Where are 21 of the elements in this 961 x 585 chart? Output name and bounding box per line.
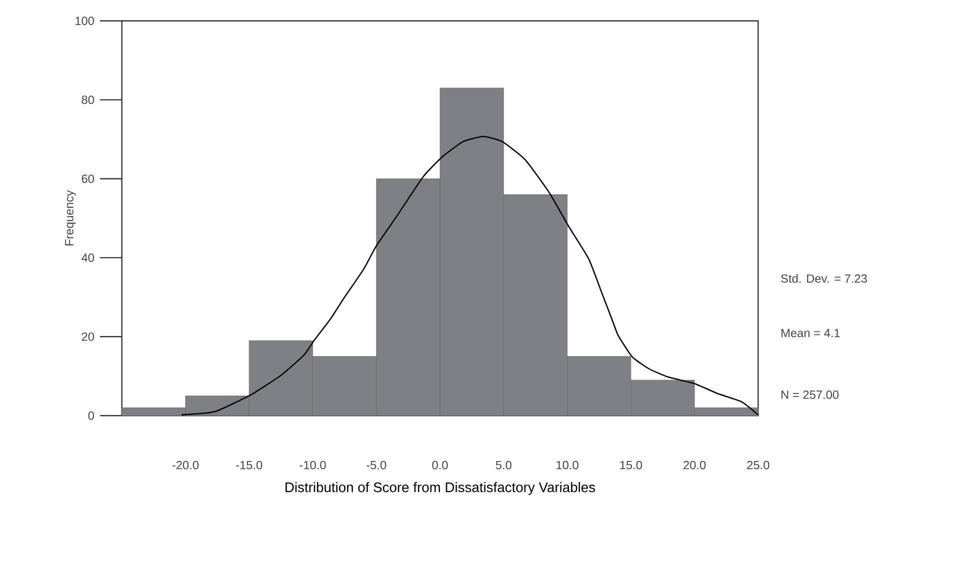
x-tick-label: -10.0	[300, 461, 326, 470]
x-tick-label: 5.0	[496, 461, 512, 470]
x-tick-label: -15.0	[236, 461, 262, 470]
y-tick-label: 40	[82, 254, 94, 262]
x-tick-label: 20.0	[684, 461, 706, 470]
y-tick-label: 0	[88, 412, 94, 420]
text: N = 257.00	[782, 390, 839, 400]
x-tick-label: 25.0	[747, 461, 770, 470]
x-tick-label: 15.0	[620, 461, 642, 470]
x-axis-title: Distribution of Score from Dissatisfactory Variables	[286, 482, 596, 496]
x-tick-label: 0.0	[432, 461, 448, 470]
x-tick-label: -5.0	[366, 461, 386, 470]
text: Std. Dev. = 7.23	[781, 274, 867, 283]
text: Mean = 4.1	[782, 329, 840, 338]
x-tick-label: 10.0	[556, 461, 578, 470]
y-axis-title: Frequency	[65, 190, 76, 246]
y-tick-label: 80	[82, 96, 94, 104]
y-tick-label: 60	[82, 174, 94, 184]
y-tick-label: 100	[76, 16, 94, 26]
y-tick-label: 20	[82, 332, 94, 342]
x-tick-label: -20.0	[172, 461, 199, 470]
